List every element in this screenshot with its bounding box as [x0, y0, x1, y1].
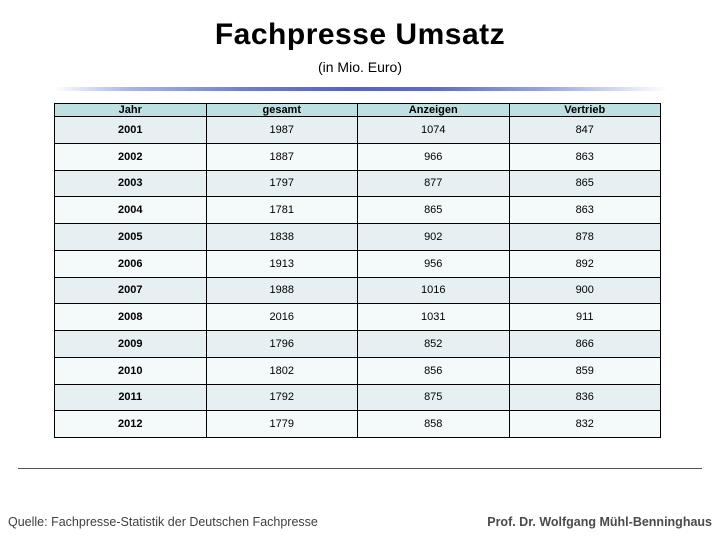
year-cell: 2005: [54, 223, 207, 251]
value-cell: 858: [357, 410, 510, 438]
year-cell: 2011: [54, 383, 207, 412]
value-cell: 863: [508, 196, 661, 224]
table-row: 2005 1838 902 878: [54, 223, 661, 251]
table-row: 2006 1913 956 892: [54, 249, 661, 278]
value-cell: 2016: [205, 303, 358, 331]
value-cell: 1988: [205, 276, 358, 305]
footer-divider: [18, 468, 702, 469]
value-cell: 863: [508, 142, 661, 171]
value-cell: 865: [357, 196, 510, 224]
value-cell: 875: [357, 383, 510, 412]
table-row: 2009 1796 852 866: [54, 330, 661, 358]
year-cell: 2009: [54, 330, 207, 358]
year-cell: 2001: [54, 116, 207, 144]
value-cell: 1792: [205, 383, 358, 412]
value-cell: 1913: [205, 249, 358, 278]
value-cell: 900: [508, 276, 661, 305]
author-name: Prof. Dr. Wolfgang Mühl-Benninghaus: [487, 515, 712, 529]
value-cell: 956: [357, 249, 510, 278]
year-cell: 2003: [54, 169, 207, 198]
year-cell: 2012: [54, 410, 207, 438]
value-cell: 1016: [357, 276, 510, 305]
value-cell: 865: [508, 169, 661, 198]
value-cell: 1797: [205, 169, 358, 198]
table-row: 2004 1781 865 863: [54, 196, 661, 224]
value-cell: 1074: [357, 116, 510, 144]
value-cell: 1031: [357, 303, 510, 331]
value-cell: 856: [357, 356, 510, 385]
table-head: Jahr gesamt Anzeigen Vertrieb: [54, 103, 661, 117]
source-note: Quelle: Fachpresse-Statistik der Deutsch…: [8, 515, 318, 529]
year-cell: 2010: [54, 356, 207, 385]
value-cell: 1802: [205, 356, 358, 385]
value-cell: 1987: [205, 116, 358, 144]
title-divider-gradient: [54, 87, 668, 91]
value-cell: 892: [508, 249, 661, 278]
column-header-jahr: Jahr: [54, 103, 207, 117]
value-cell: 1887: [205, 142, 358, 171]
value-cell: 852: [357, 330, 510, 358]
table-row: 2001 1987 1074 847: [54, 116, 661, 144]
table-row: 2008 2016 1031 911: [54, 303, 661, 331]
value-cell: 911: [508, 303, 661, 331]
value-cell: 1796: [205, 330, 358, 358]
table-row: 2012 1779 858 832: [54, 410, 661, 438]
column-header-gesamt: gesamt: [205, 103, 358, 117]
footer: Quelle: Fachpresse-Statistik der Deutsch…: [0, 515, 720, 529]
slide-subtitle: (in Mio. Euro): [317, 59, 403, 75]
value-cell: 836: [508, 383, 661, 412]
value-cell: 859: [508, 356, 661, 385]
year-cell: 2004: [54, 196, 207, 224]
table-row: 2007 1988 1016 900: [54, 276, 661, 305]
table-row: 2003 1797 877 865: [54, 169, 661, 198]
slide-title: Fachpresse Umsatz: [214, 18, 506, 51]
value-cell: 877: [357, 169, 510, 198]
table-row: 2011 1792 875 836: [54, 383, 661, 412]
table-row: 2010 1802 856 859: [54, 356, 661, 385]
umsatz-table: Jahr gesamt Anzeigen Vertrieb 2001 1987 10…: [54, 103, 661, 438]
value-cell: 878: [508, 223, 661, 251]
year-cell: 2006: [54, 249, 207, 278]
column-header-vertrieb: Vertrieb: [508, 103, 661, 117]
value-cell: 1838: [205, 223, 358, 251]
value-cell: 1781: [205, 196, 358, 224]
value-cell: 832: [508, 410, 661, 438]
table-row: 2002 1887 966 863: [54, 142, 661, 171]
year-cell: 2002: [54, 142, 207, 171]
table-body: 2001 1987 1074 847 2002 1887 966 863 2003 1797 877…: [54, 116, 661, 438]
year-cell: 2007: [54, 276, 207, 305]
table-header-row: Jahr gesamt Anzeigen Vertrieb: [54, 103, 661, 117]
value-cell: 966: [357, 142, 510, 171]
value-cell: 1779: [205, 410, 358, 438]
column-header-anzeigen: Anzeigen: [357, 103, 510, 117]
value-cell: 866: [508, 330, 661, 358]
value-cell: 847: [508, 116, 661, 144]
value-cell: 902: [357, 223, 510, 251]
year-cell: 2008: [54, 303, 207, 331]
